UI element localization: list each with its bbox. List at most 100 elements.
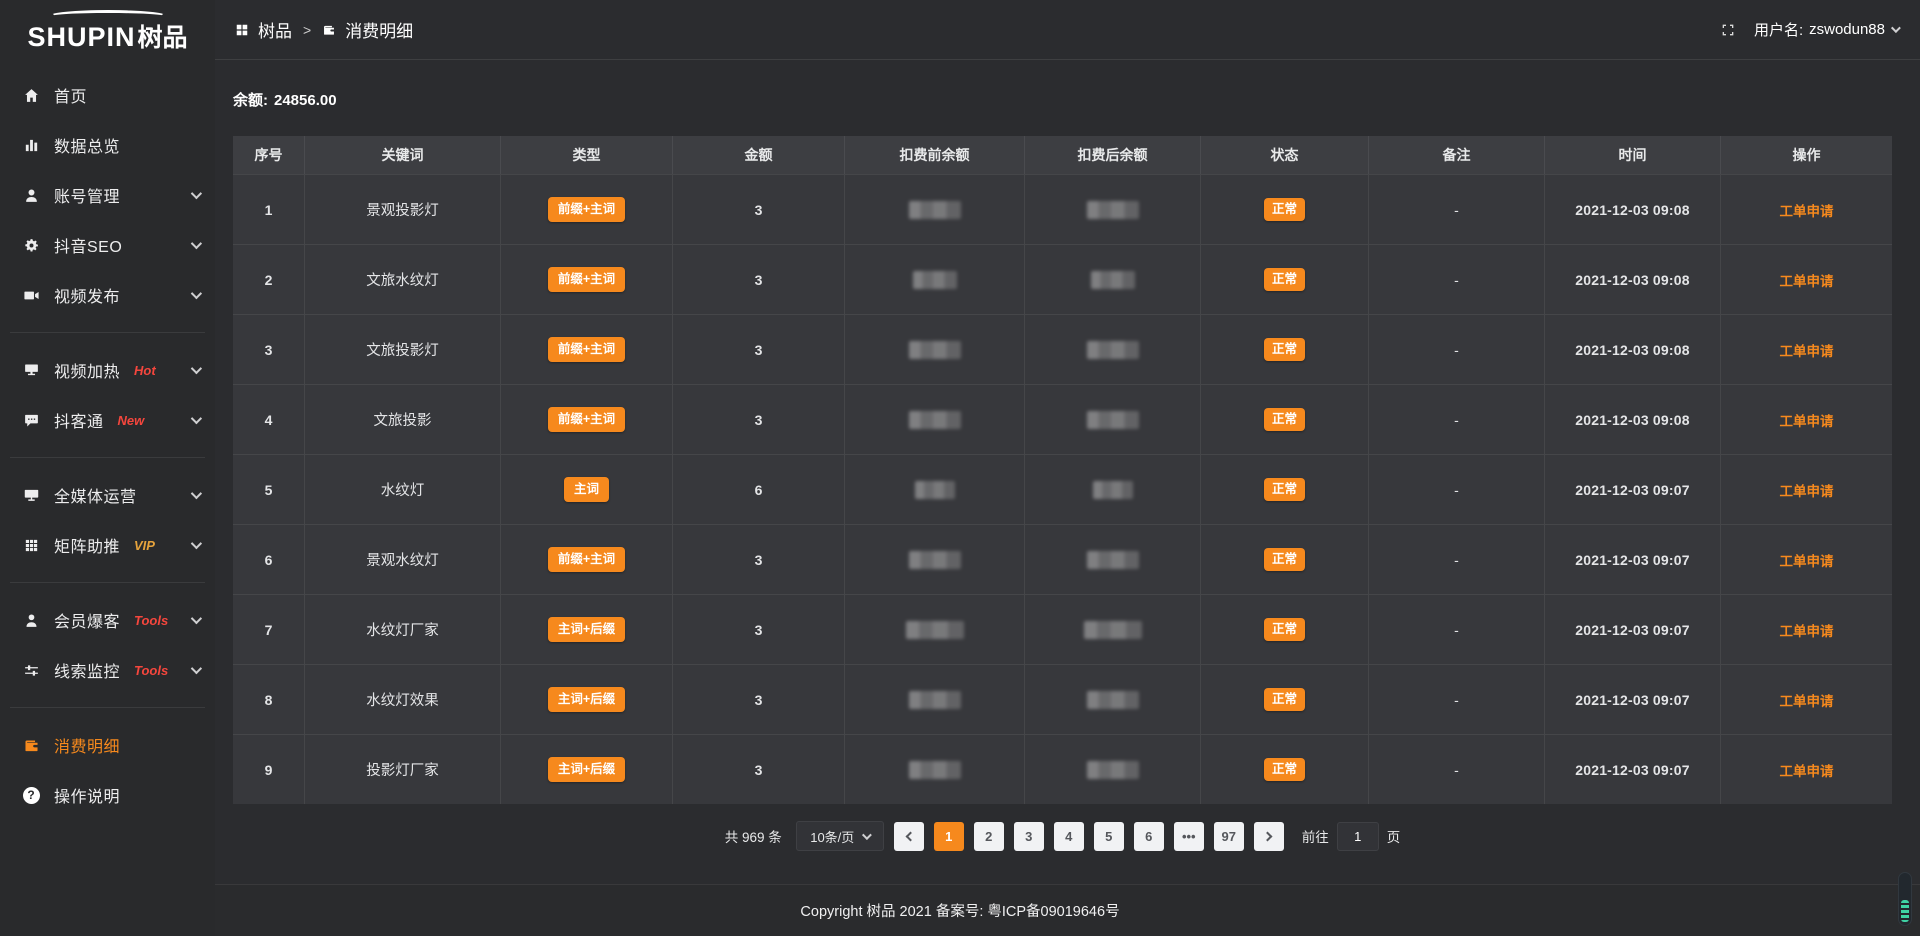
col-header-index: 序号 xyxy=(233,136,305,174)
cell-keyword: 水纹灯 xyxy=(305,455,501,524)
cell-status: 正常 xyxy=(1201,525,1369,594)
cell-status: 正常 xyxy=(1201,665,1369,734)
goto-page-input[interactable] xyxy=(1336,821,1379,851)
cell-index: 3 xyxy=(233,315,305,384)
main-content: 余额: 24856.00 序号 关键词 类型 金额 扣费前余额 扣费后余额 状态 … xyxy=(215,61,1920,884)
type-badge: 前缀+主词 xyxy=(547,337,626,362)
cell-balance-before xyxy=(845,385,1025,454)
page-button-4[interactable]: 4 xyxy=(1053,821,1084,851)
cell-remark: - xyxy=(1369,595,1545,664)
sidebar-item-all-media[interactable]: 全媒体运营 xyxy=(0,470,215,520)
cell-index: 4 xyxy=(233,385,305,454)
wallet-icon xyxy=(22,736,40,754)
status-badge: 正常 xyxy=(1263,268,1305,291)
sidebar-item-label: 视频发布 xyxy=(54,289,121,306)
blurred-balance-before xyxy=(908,760,961,779)
sidebar-item-video-heat[interactable]: 视频加热 Hot xyxy=(0,345,215,395)
blurred-balance-before xyxy=(908,200,961,219)
page-button-2[interactable]: 2 xyxy=(973,821,1004,851)
chevron-down-icon xyxy=(190,662,203,675)
cell-balance-after xyxy=(1025,315,1201,384)
cell-action: 工单申请 xyxy=(1721,665,1892,734)
cell-amount: 3 xyxy=(673,665,845,734)
blurred-balance-after xyxy=(1086,340,1139,359)
ticket-apply-link[interactable]: 工单申请 xyxy=(1779,483,1834,499)
cell-type: 前缀+主词 xyxy=(501,245,673,314)
cell-type: 前缀+主词 xyxy=(501,525,673,594)
cell-keyword: 文旅投影灯 xyxy=(305,315,501,384)
status-badge: 正常 xyxy=(1263,548,1305,571)
cell-keyword: 文旅水纹灯 xyxy=(305,245,501,314)
cell-balance-before xyxy=(845,175,1025,244)
sidebar-item-lead-monitor[interactable]: 线索监控 Tools xyxy=(0,645,215,695)
sidebar-item-data-overview[interactable]: 数据总览 xyxy=(0,120,215,170)
ticket-apply-link[interactable]: 工单申请 xyxy=(1779,413,1834,429)
page-size-select[interactable]: 10条/页 xyxy=(795,821,884,851)
col-header-keyword: 关键词 xyxy=(305,136,501,174)
cell-amount: 3 xyxy=(673,175,845,244)
status-badge: 正常 xyxy=(1263,758,1305,781)
ticket-apply-link[interactable]: 工单申请 xyxy=(1779,203,1834,219)
sidebar-item-member-burst[interactable]: 会员爆客 Tools xyxy=(0,595,215,645)
cell-remark: - xyxy=(1369,455,1545,524)
status-badge: 正常 xyxy=(1263,618,1305,641)
cell-remark: - xyxy=(1369,735,1545,804)
cell-status: 正常 xyxy=(1201,595,1369,664)
sidebar-item-label: 抖音SEO xyxy=(54,239,123,256)
ticket-apply-link[interactable]: 工单申请 xyxy=(1779,553,1834,569)
page-button-97[interactable]: 97 xyxy=(1213,821,1244,851)
breadcrumb-separator: > xyxy=(303,21,312,38)
blurred-balance-before xyxy=(905,620,964,639)
ticket-apply-link[interactable]: 工单申请 xyxy=(1779,623,1834,639)
sidebar: SHUPIN树品 首页 数据总览 账号管理 抖音SEO 视频发布 xyxy=(0,0,215,936)
cell-action: 工单申请 xyxy=(1721,525,1892,594)
cell-action: 工单申请 xyxy=(1721,315,1892,384)
sidebar-item-video-publish[interactable]: 视频发布 xyxy=(0,270,215,320)
cell-balance-before xyxy=(845,455,1025,524)
page-ellipsis-button[interactable]: ••• xyxy=(1173,821,1204,851)
sidebar-item-home[interactable]: 首页 xyxy=(0,70,215,120)
cell-balance-before xyxy=(845,735,1025,804)
fullscreen-icon[interactable] xyxy=(1720,22,1736,38)
next-page-button[interactable] xyxy=(1253,821,1284,851)
floating-widget[interactable] xyxy=(1898,872,1912,926)
sidebar-item-label: 会员爆客 xyxy=(54,614,121,631)
cell-time: 2021-12-03 09:08 xyxy=(1545,385,1721,454)
sidebar-item-instructions[interactable]: ? 操作说明 xyxy=(0,770,215,820)
sidebar-item-matrix-boost[interactable]: 矩阵助推 VIP xyxy=(0,520,215,570)
balance: 余额: 24856.00 xyxy=(233,89,1892,110)
page-button-3[interactable]: 3 xyxy=(1013,821,1044,851)
sidebar-item-douketong[interactable]: 抖客通 New xyxy=(0,395,215,445)
sidebar-item-consumption-detail[interactable]: 消费明细 xyxy=(0,720,215,770)
prev-page-button[interactable] xyxy=(893,821,924,851)
sidebar-item-account-management[interactable]: 账号管理 xyxy=(0,170,215,220)
blurred-balance-after xyxy=(1083,620,1142,639)
type-badge: 前缀+主词 xyxy=(547,407,626,432)
monitor-icon xyxy=(22,486,40,504)
col-header-status: 状态 xyxy=(1201,136,1369,174)
home-icon xyxy=(22,86,40,104)
cell-keyword: 景观水纹灯 xyxy=(305,525,501,594)
table-row: 2 文旅水纹灯 前缀+主词 3 正常 - 2021-12-03 09:08 工单… xyxy=(233,244,1892,314)
breadcrumb-root[interactable]: 树品 xyxy=(258,22,292,41)
logo-text: SHUPIN xyxy=(27,22,136,52)
ticket-apply-link[interactable]: 工单申请 xyxy=(1779,273,1834,289)
page-button-1[interactable]: 1 xyxy=(933,821,964,851)
cell-index: 6 xyxy=(233,525,305,594)
blurred-balance-after xyxy=(1086,760,1139,779)
page-button-5[interactable]: 5 xyxy=(1093,821,1124,851)
sidebar-item-douyin-seo[interactable]: 抖音SEO xyxy=(0,220,215,270)
ticket-apply-link[interactable]: 工单申请 xyxy=(1779,763,1834,779)
sidebar-item-label: 账号管理 xyxy=(54,189,121,206)
user-menu[interactable]: 用户名: zswodun88 xyxy=(1754,19,1901,40)
sidebar-item-label: 消费明细 xyxy=(54,739,121,756)
status-badge: 正常 xyxy=(1263,338,1305,361)
ticket-apply-link[interactable]: 工单申请 xyxy=(1779,343,1834,359)
ticket-apply-link[interactable]: 工单申请 xyxy=(1779,693,1834,709)
cell-status: 正常 xyxy=(1201,735,1369,804)
menu-divider xyxy=(10,332,205,333)
blurred-balance-before xyxy=(908,340,961,359)
page-button-6[interactable]: 6 xyxy=(1133,821,1164,851)
copyright-text: Copyright 树品 2021 备案号: 粤ICP备09019646号 xyxy=(800,904,1120,920)
sliders-icon xyxy=(22,661,40,679)
